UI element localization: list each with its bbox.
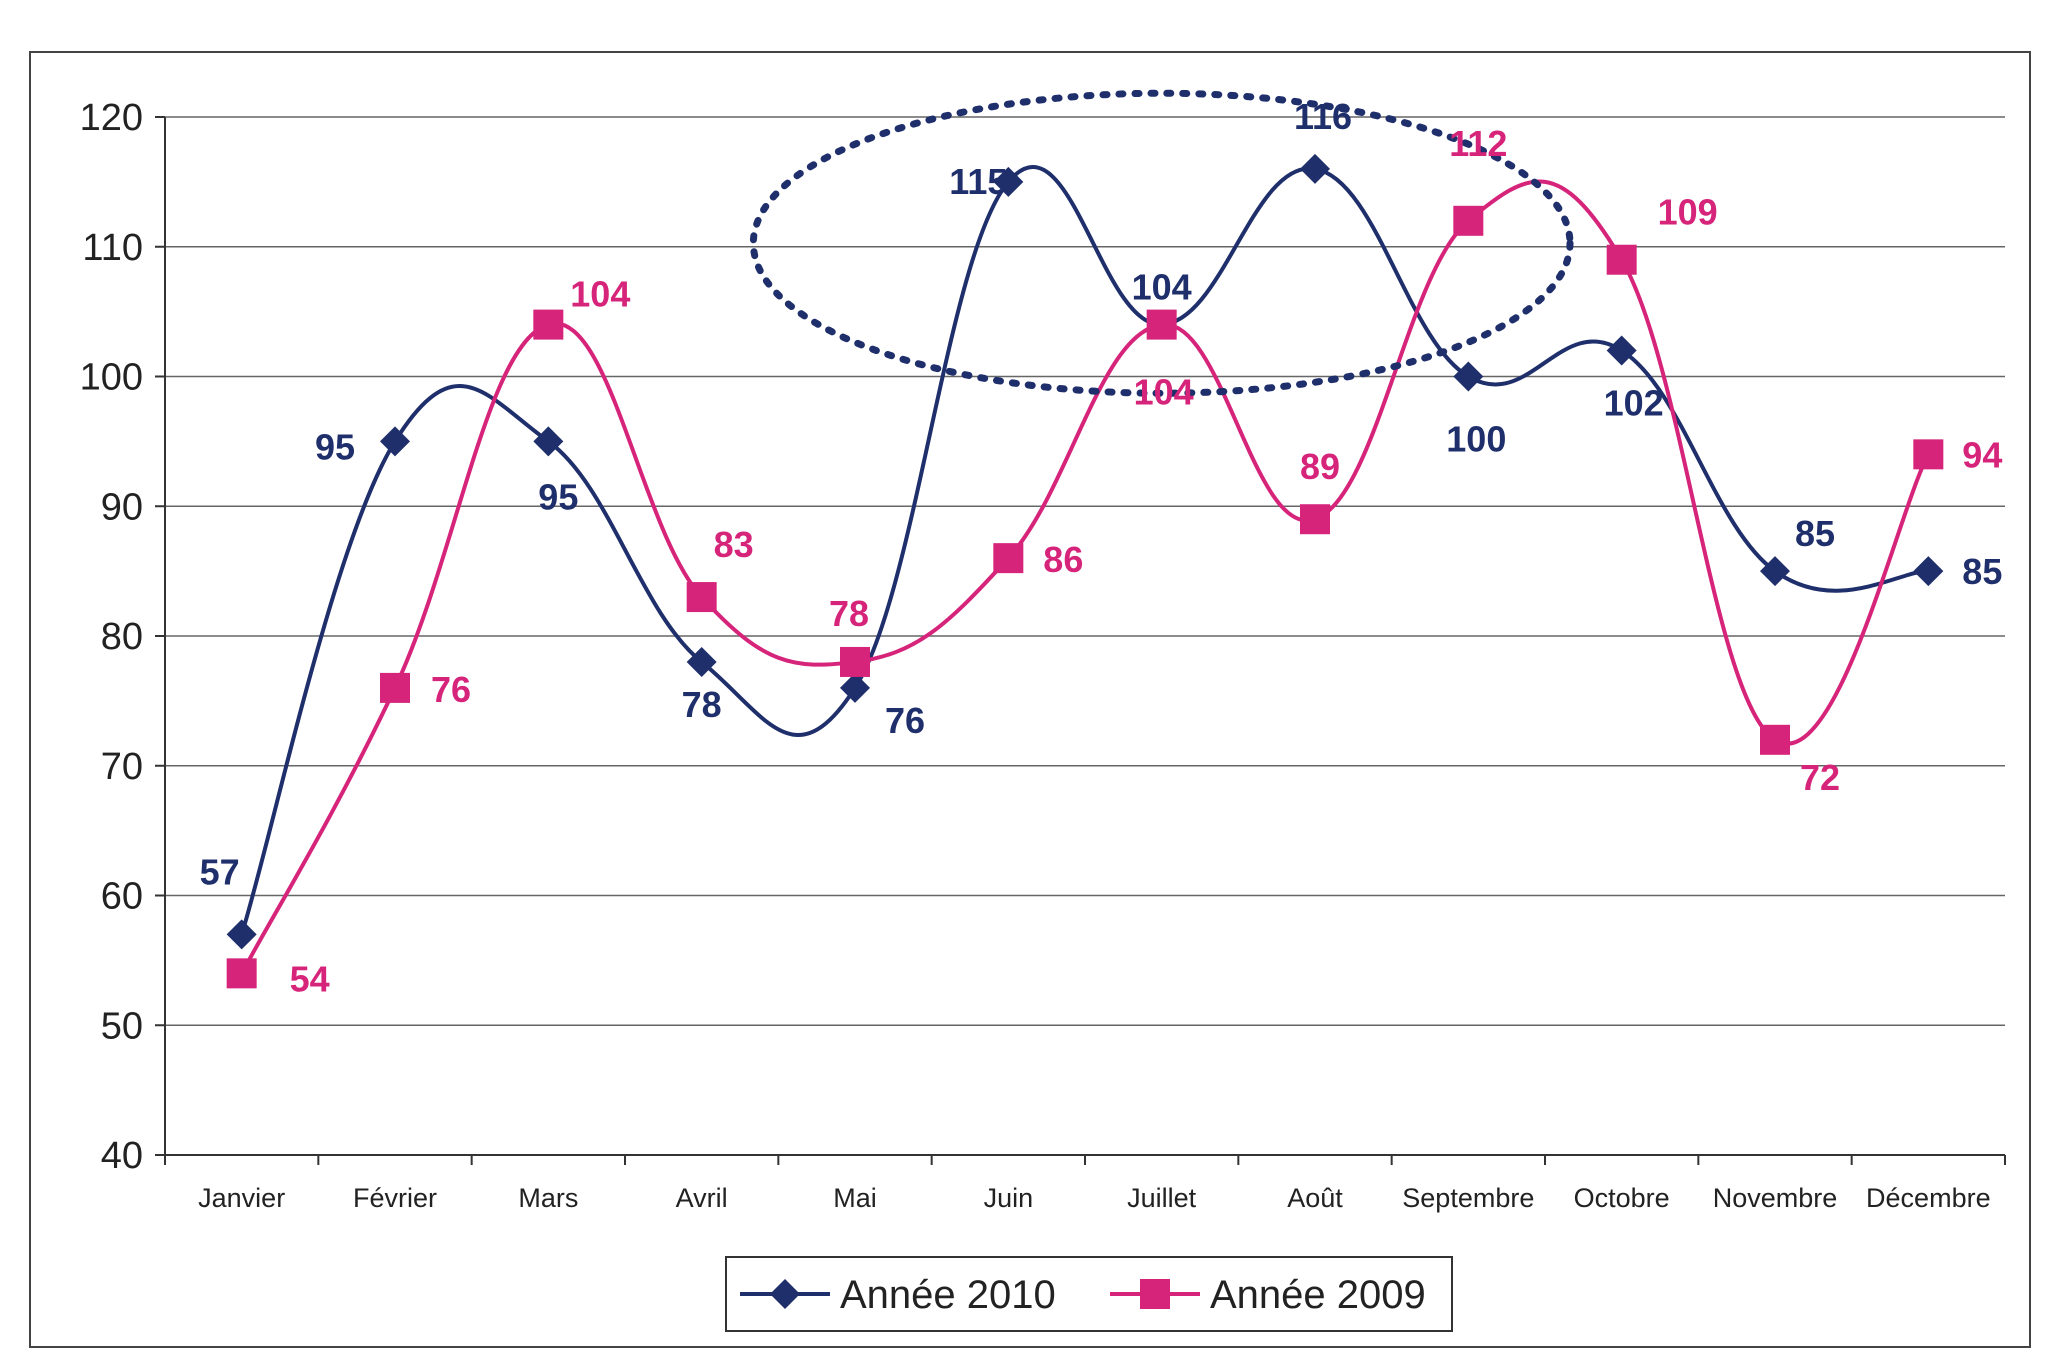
x-tick-label: Novembre <box>1713 1183 1838 1213</box>
data-label: 85 <box>1795 513 1835 554</box>
data-point <box>1453 205 1484 236</box>
x-tick-label: Juin <box>984 1183 1034 1213</box>
y-tick-label: 40 <box>101 1135 143 1177</box>
data-label: 94 <box>1962 434 2002 475</box>
gridlines <box>165 116 2005 1026</box>
data-label: 116 <box>1294 96 1352 137</box>
data-label: 100 <box>1446 419 1506 460</box>
x-tick-label: Mai <box>833 1183 877 1213</box>
data-point <box>993 166 1024 197</box>
x-tick-label: Décembre <box>1866 1183 1991 1213</box>
data-point <box>380 672 410 703</box>
data-point <box>686 646 717 677</box>
data-point <box>1913 439 1944 470</box>
data-point <box>1300 153 1330 184</box>
data-point <box>686 582 717 613</box>
data-label: 95 <box>538 476 578 517</box>
data-point <box>1146 309 1177 340</box>
data-label: 85 <box>1962 551 2002 592</box>
x-tick-label: Septembre <box>1402 1183 1534 1213</box>
data-label: 104 <box>1134 372 1194 413</box>
legend-marker <box>770 1279 800 1309</box>
y-tick-label: 100 <box>80 357 143 399</box>
data-point <box>533 309 564 340</box>
x-tick-label: Août <box>1287 1183 1343 1213</box>
y-tick-label: 50 <box>101 1005 143 1047</box>
data-label: 54 <box>290 958 330 999</box>
data-label: 78 <box>829 593 869 634</box>
data-point <box>226 958 257 989</box>
data-point <box>1760 724 1790 755</box>
x-tick-label: Mars <box>518 1183 578 1213</box>
data-label: 76 <box>885 700 925 741</box>
data-point <box>226 919 257 950</box>
y-tick-label: 70 <box>101 746 143 788</box>
data-point <box>840 646 870 677</box>
x-tick-label: Juillet <box>1127 1183 1197 1213</box>
legend: Année 2010 Année 2009 <box>725 1256 1453 1332</box>
data-point <box>380 426 410 457</box>
y-tick-label: 80 <box>101 616 143 658</box>
highlight-ellipse <box>749 89 1574 397</box>
data-label: 72 <box>1800 757 1840 798</box>
data-point <box>533 426 564 457</box>
data-label: 115 <box>949 161 1007 202</box>
x-tick-label: Février <box>353 1183 437 1213</box>
legend-label: Année 2010 <box>840 1273 1056 1317</box>
data-label: 104 <box>1132 267 1192 308</box>
data-label: 89 <box>1300 446 1340 487</box>
data-label: 78 <box>682 684 722 725</box>
x-tick-label: Janvier <box>198 1183 285 1213</box>
data-point <box>1453 361 1484 392</box>
data-point <box>1606 335 1637 366</box>
data-label: 76 <box>431 669 471 710</box>
data-point <box>993 543 1024 574</box>
x-tick-label: Avril <box>676 1183 728 1213</box>
data-point <box>1606 244 1637 275</box>
data-label: 95 <box>315 426 355 467</box>
y-tick-label: 60 <box>101 876 143 918</box>
axes: 40 50 60 70 80 90 100 110 120 Janvier Février Mars A… <box>80 97 2006 1213</box>
y-tick-label: 120 <box>80 97 143 139</box>
series-group <box>226 153 1944 989</box>
series-line-1 <box>239 179 1931 976</box>
data-label: 109 <box>1658 192 1718 233</box>
data-point <box>840 672 870 703</box>
annotation <box>749 89 1574 397</box>
chart-frame <box>29 51 2031 1348</box>
data-label: 112 <box>1449 123 1507 164</box>
data-label: 86 <box>1043 539 1083 580</box>
data-point <box>1300 504 1330 535</box>
legend-marker <box>1140 1279 1170 1309</box>
data-label: 57 <box>200 851 240 892</box>
y-tick-label: 90 <box>101 486 143 528</box>
data-point <box>1760 556 1790 587</box>
y-tick-label: 110 <box>82 227 143 269</box>
x-tick-label: Octobre <box>1574 1183 1670 1213</box>
data-label: 83 <box>714 524 754 565</box>
data-labels: 57 95 95 78 76 115 104 116 100 102 85 85 54 76 104 83 78… <box>200 96 2003 999</box>
data-point <box>1913 556 1944 587</box>
legend-label: Année 2009 <box>1210 1273 1426 1317</box>
legend-box <box>725 1256 1453 1332</box>
data-label: 104 <box>570 274 630 315</box>
data-label: 102 <box>1604 383 1664 424</box>
